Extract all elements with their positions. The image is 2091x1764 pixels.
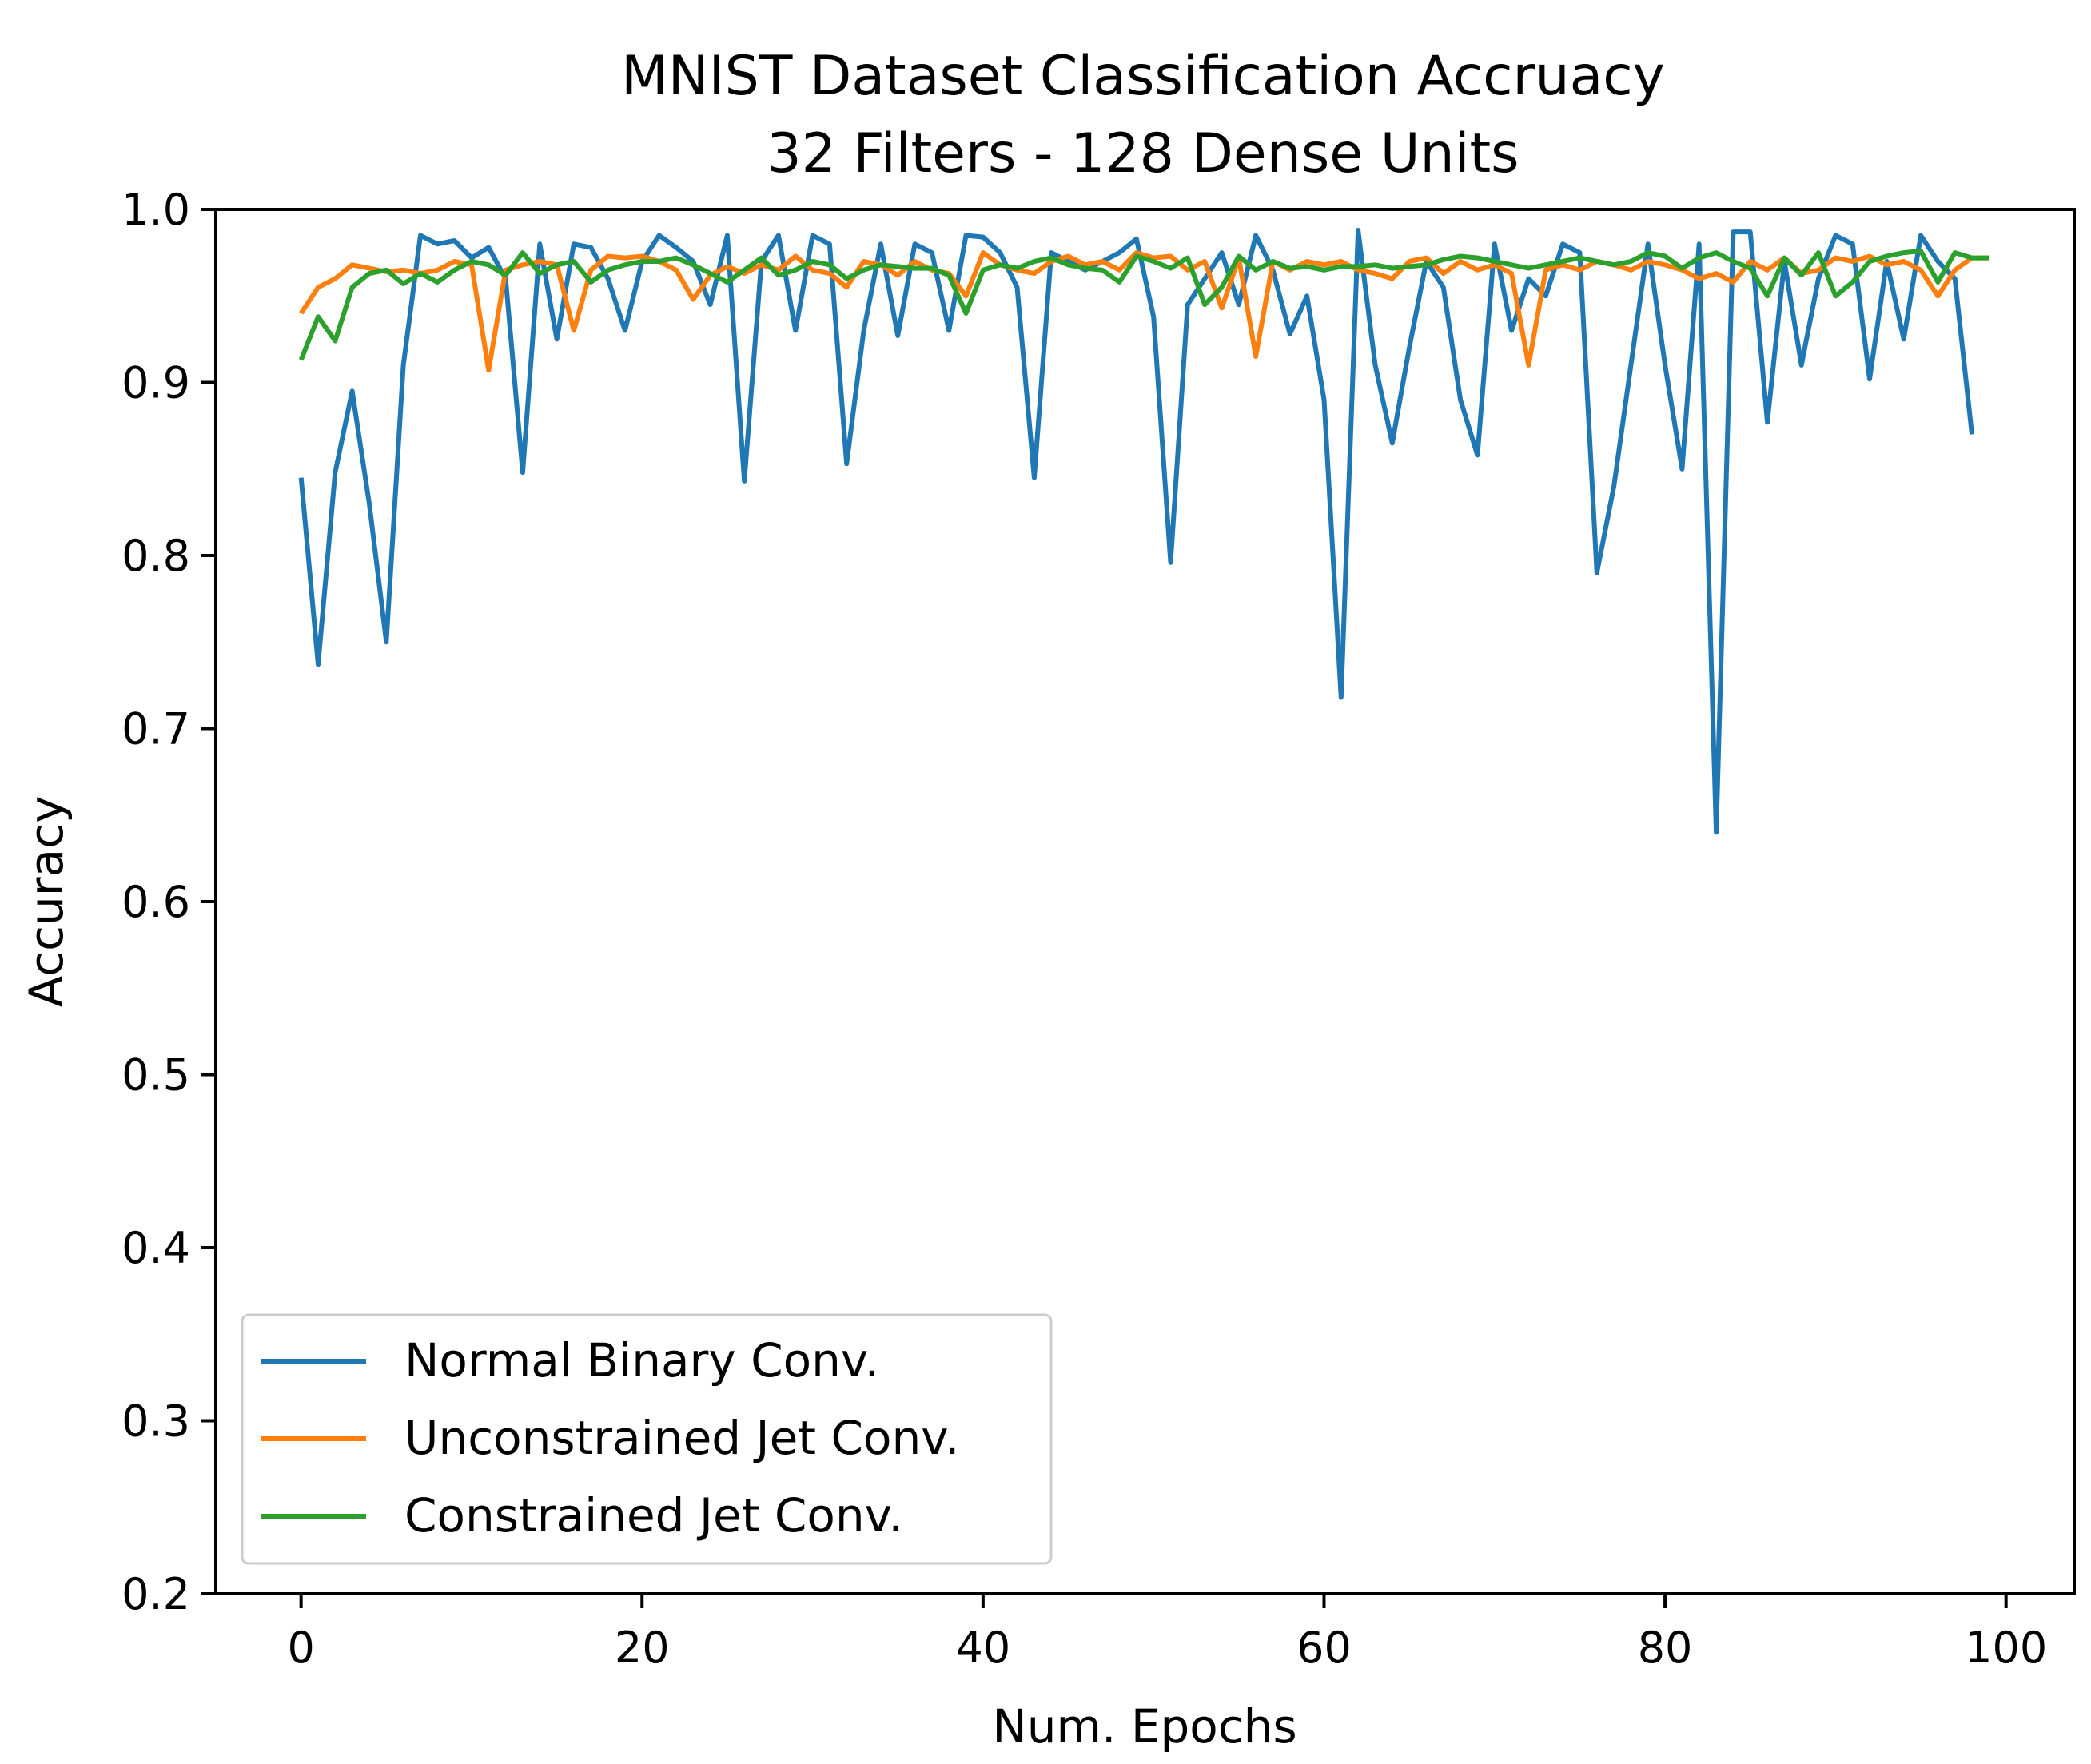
plot-frame [214, 208, 2076, 1595]
legend-box [241, 1313, 1053, 1565]
series-layer [298, 228, 1989, 835]
chart-title-line-1: MNIST Dataset Classification Accruacy [621, 45, 1665, 108]
y-tick-label: 0.4 [121, 1223, 190, 1273]
legend-label-normal-binary: Normal Binary Conv. [404, 1333, 879, 1388]
x-tick-label: 40 [956, 1623, 1011, 1673]
series-line-constrained-jet [298, 249, 1989, 361]
y-tick-label: 0.5 [121, 1050, 190, 1101]
legend: Normal Binary Conv. Unconstrained Jet Co… [241, 1313, 1053, 1565]
y-tick-label: 0.7 [121, 704, 190, 755]
legend-label-unconstrained-jet: Unconstrained Jet Conv. [404, 1411, 959, 1465]
y-tick-label: 0.8 [121, 531, 190, 581]
x-axis-label: Num. Epochs [992, 1699, 1296, 1754]
chart-title-line-2: 32 Filters - 128 Dense Units [767, 122, 1519, 185]
y-tick-label: 1.0 [121, 185, 190, 235]
x-tick-label: 20 [615, 1623, 670, 1673]
ticks-layer: 0 20 40 60 80 100 0.2 0.3 0.4 0.5 0.6 0.7 0.8 0.9 1.0 [121, 185, 2047, 1673]
y-axis-label: Accuracy [19, 796, 74, 1008]
series-line-normal-binary [298, 228, 1974, 835]
series-line-unconstrained-jet [299, 250, 1989, 373]
x-tick-label: 0 [287, 1623, 314, 1673]
y-tick-label: 0.2 [121, 1569, 190, 1619]
x-tick-label: 100 [1965, 1623, 2047, 1673]
y-tick-label: 0.6 [121, 877, 190, 927]
y-tick-label: 0.9 [121, 358, 190, 408]
legend-label-constrained-jet: Constrained Jet Conv. [404, 1488, 903, 1543]
x-tick-label: 80 [1638, 1623, 1693, 1673]
x-tick-label: 60 [1296, 1623, 1352, 1673]
y-tick-label: 0.3 [121, 1396, 190, 1447]
